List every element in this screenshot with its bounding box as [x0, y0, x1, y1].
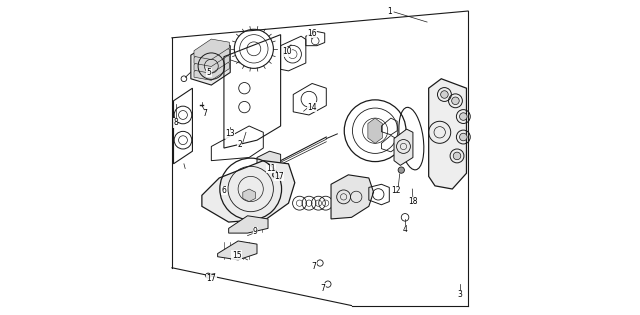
Text: 2: 2: [237, 140, 242, 149]
Polygon shape: [194, 53, 229, 73]
Circle shape: [453, 152, 461, 160]
Text: 18: 18: [408, 197, 418, 206]
Circle shape: [452, 97, 460, 105]
Polygon shape: [368, 118, 382, 143]
Text: 13: 13: [225, 129, 235, 138]
Circle shape: [460, 113, 467, 120]
Polygon shape: [429, 79, 467, 189]
Text: 7: 7: [321, 284, 326, 293]
Text: 3: 3: [458, 290, 463, 299]
Polygon shape: [218, 241, 257, 260]
Polygon shape: [331, 175, 374, 219]
Text: 5: 5: [207, 68, 212, 77]
Circle shape: [460, 133, 467, 141]
Text: 17: 17: [274, 172, 284, 181]
Text: 9: 9: [253, 227, 258, 236]
Circle shape: [273, 172, 278, 177]
Text: 7: 7: [311, 262, 316, 271]
Text: 7: 7: [203, 109, 207, 118]
Polygon shape: [243, 189, 255, 202]
Text: 4: 4: [403, 226, 408, 234]
Polygon shape: [202, 161, 295, 222]
Text: 14: 14: [307, 103, 317, 112]
Polygon shape: [228, 216, 268, 233]
Text: 6: 6: [221, 186, 227, 195]
Polygon shape: [394, 129, 413, 165]
Text: 16: 16: [307, 29, 317, 37]
Text: 17: 17: [207, 274, 216, 283]
Text: 1: 1: [387, 7, 392, 15]
Polygon shape: [194, 39, 229, 60]
Circle shape: [205, 273, 211, 278]
Text: 12: 12: [391, 186, 401, 195]
Circle shape: [398, 167, 404, 173]
Polygon shape: [194, 60, 229, 80]
Text: 8: 8: [173, 118, 178, 127]
Polygon shape: [191, 43, 230, 85]
Polygon shape: [194, 46, 229, 66]
Text: 15: 15: [232, 251, 241, 260]
Circle shape: [441, 91, 448, 98]
Text: 10: 10: [282, 48, 292, 56]
Polygon shape: [257, 151, 280, 172]
Text: 11: 11: [266, 164, 276, 173]
